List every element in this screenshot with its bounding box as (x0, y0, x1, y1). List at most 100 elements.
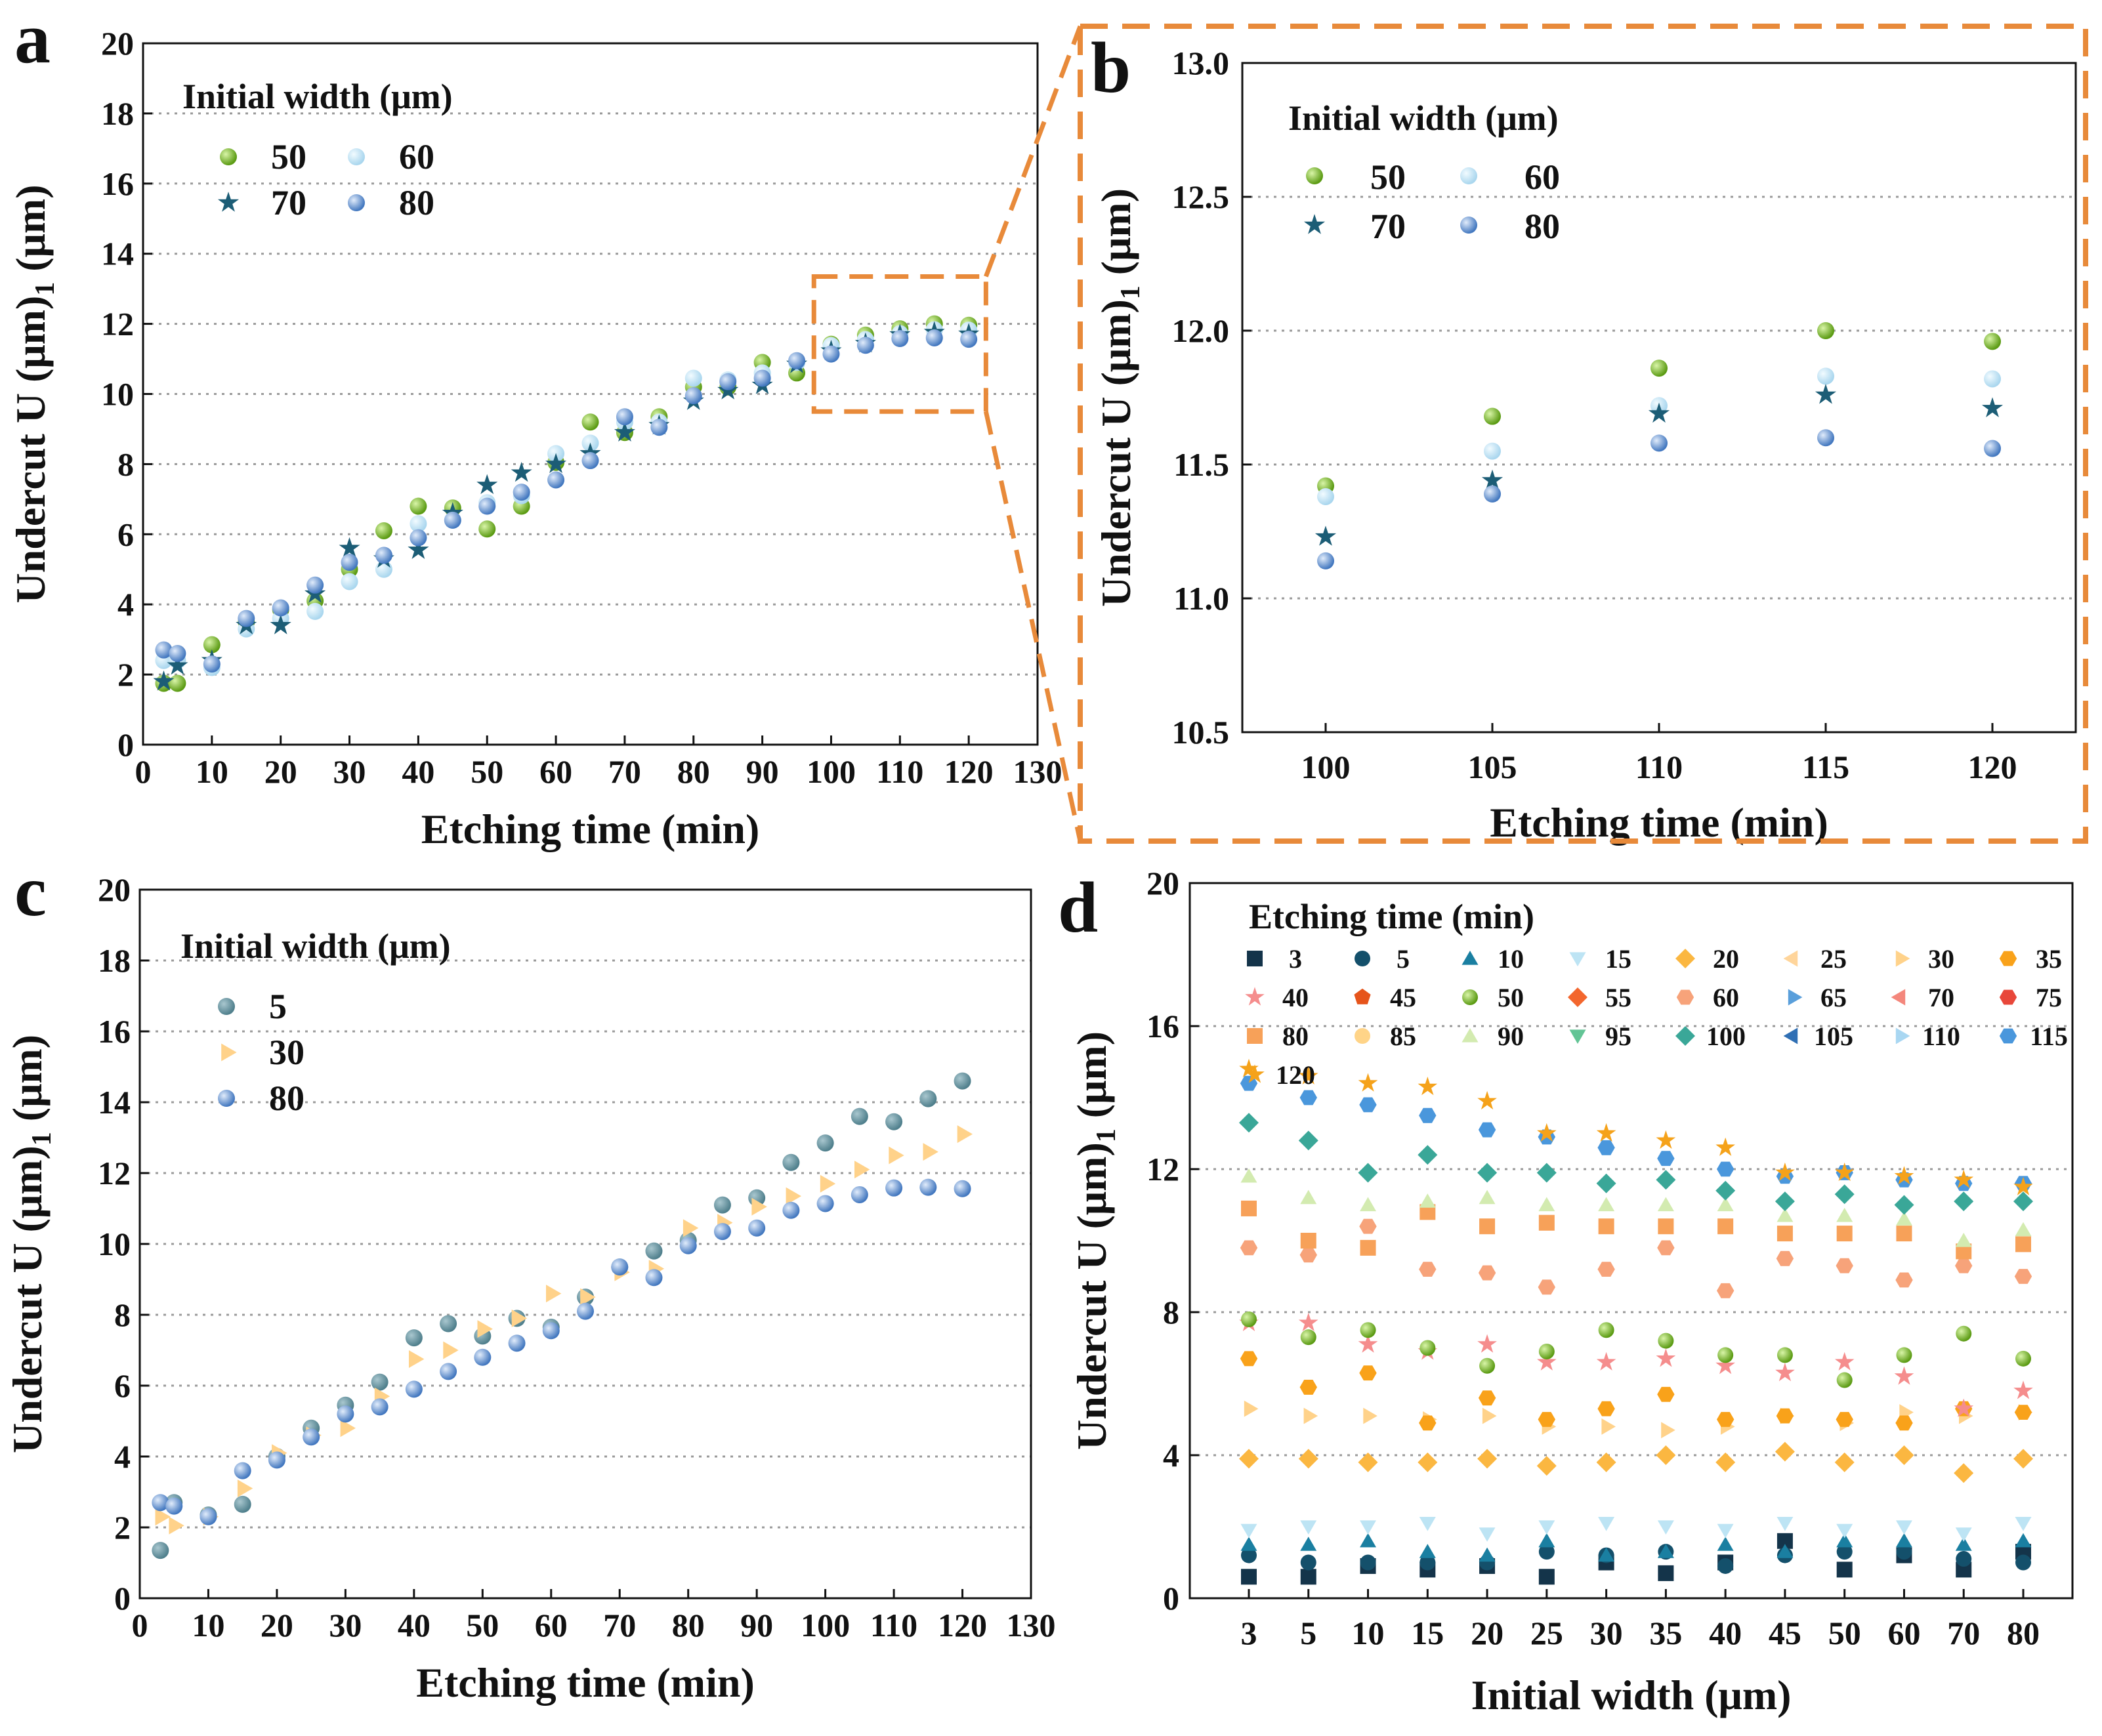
x-tick-label: 80 (2007, 1615, 2040, 1651)
data-point-60 (1836, 1258, 1853, 1273)
y-tick-label: 20 (98, 871, 131, 908)
data-point-100 (1358, 1163, 1378, 1183)
legend-label-105: 105 (1814, 1022, 1853, 1051)
data-point-50 (1360, 1322, 1376, 1338)
legend-marker-10 (1461, 951, 1479, 965)
legend-label-35: 35 (2036, 944, 2062, 974)
data-point-100 (1775, 1191, 1795, 1212)
data-point-80 (1598, 1218, 1614, 1235)
data-point-15 (1479, 1527, 1496, 1542)
data-point-80 (303, 1428, 320, 1446)
x-tick-label: 130 (1007, 1607, 1056, 1643)
y-axis-title: Undercut U (μm)1 (μm) (1093, 188, 1146, 607)
data-point-90 (1836, 1207, 1853, 1222)
data-point-50 (1300, 1329, 1316, 1346)
data-point-60 (1299, 1247, 1317, 1263)
legend-marker-50 (220, 148, 237, 165)
data-point-90 (1479, 1189, 1496, 1205)
y-tick-label: 10 (101, 376, 134, 413)
data-point-30 (957, 1125, 973, 1144)
data-point-20 (1418, 1452, 1438, 1472)
data-point-30 (751, 1197, 767, 1216)
data-point-30 (546, 1285, 562, 1303)
data-point-3 (1658, 1565, 1674, 1581)
plot-frame (142, 42, 1039, 746)
legend-marker-50 (1462, 989, 1478, 1005)
x-tick-label: 20 (264, 753, 297, 790)
data-point-35 (1478, 1390, 1496, 1406)
legend-label-45: 45 (1390, 983, 1416, 1012)
y-tick-label: 6 (117, 516, 134, 552)
data-point-50 (1836, 1372, 1853, 1388)
legend-label-40: 40 (1282, 983, 1309, 1012)
legend-title: Initial width (μm) (1288, 98, 1559, 138)
legend-marker-85 (1355, 1028, 1370, 1044)
data-point-80 (851, 1186, 868, 1203)
data-point-80 (1984, 440, 2001, 457)
x-axis-title: Etching time (min) (416, 1659, 755, 1706)
legend-marker-20 (1675, 949, 1695, 968)
data-point-70 (167, 654, 188, 675)
data-point-10 (1538, 1533, 1555, 1548)
data-point-80 (1300, 1233, 1316, 1249)
data-point-80 (200, 1508, 217, 1525)
data-point-40 (1834, 1352, 1855, 1371)
x-axis-title: Etching time (min) (421, 806, 760, 852)
data-point-80 (155, 641, 173, 659)
legend-label-70: 70 (1370, 207, 1406, 246)
data-point-80 (444, 511, 461, 529)
x-tick-label: 35 (1649, 1615, 1682, 1651)
x-tick-label: 40 (1709, 1615, 1742, 1651)
legend-marker-45 (1354, 988, 1371, 1004)
data-point-50 (1538, 1343, 1555, 1359)
data-point-5 (1241, 1547, 1257, 1563)
y-tick-label: 16 (101, 165, 134, 202)
data-point-10 (2015, 1533, 2032, 1548)
legend-label-80: 80 (1524, 207, 1560, 246)
data-point-80 (954, 1180, 971, 1197)
y-tick-label: 0 (117, 726, 134, 763)
y-tick-label: 6 (114, 1367, 131, 1404)
data-point-80 (1484, 485, 1501, 503)
data-point-20 (1477, 1449, 1498, 1469)
x-tick-label: 60 (539, 753, 572, 790)
data-point-80 (611, 1258, 629, 1276)
legend-label-110: 110 (1922, 1022, 1960, 1051)
data-point-5 (1360, 1554, 1376, 1571)
legend-marker-40 (1245, 987, 1265, 1006)
data-point-80 (337, 1405, 354, 1423)
data-point-5 (234, 1495, 251, 1513)
data-point-5 (152, 1542, 169, 1560)
data-point-10 (1717, 1537, 1734, 1551)
legend-marker-110 (1895, 1027, 1910, 1044)
data-point-35 (1240, 1351, 1258, 1367)
data-point-70 (511, 461, 532, 482)
data-point-120 (1239, 1058, 1259, 1077)
data-point-3 (1836, 1561, 1853, 1578)
data-point-120 (2013, 1176, 2033, 1195)
data-point-50 (1650, 360, 1668, 377)
legend-label-30: 30 (1928, 944, 1954, 974)
data-point-80 (1479, 1218, 1496, 1235)
data-point-5 (885, 1113, 903, 1130)
data-point-35 (1776, 1408, 1794, 1424)
data-point-80 (1538, 1214, 1555, 1231)
data-point-115 (1717, 1161, 1734, 1177)
data-point-80 (650, 419, 668, 436)
legend-marker-80 (348, 194, 365, 211)
x-axis-title: Etching time (min) (1490, 799, 1828, 846)
panel-a: 0 2 4 6 8 10 12 14 16 18 20 0 10 20 30 40 50 60 70 80 90 100 1… (7, 25, 1062, 852)
data-point-10 (1240, 1537, 1257, 1551)
x-tick-label: 110 (870, 1607, 917, 1643)
x-axis-title: Initial width (μm) (1471, 1672, 1792, 1718)
data-point-80 (169, 645, 186, 663)
data-point-20 (1536, 1456, 1557, 1476)
data-point-50 (1984, 333, 2001, 350)
y-axis-title: Undercut U (μm)1 (μm) (4, 1035, 57, 1453)
y-axis-title: Undercut U (μm)1 (μm) (7, 184, 60, 603)
x-tick-label: 10 (196, 753, 228, 790)
legend-label-80: 80 (1282, 1022, 1309, 1051)
y-tick-label: 16 (1146, 1008, 1179, 1044)
legend-marker-65 (1788, 989, 1803, 1006)
data-point-70 (545, 453, 567, 474)
